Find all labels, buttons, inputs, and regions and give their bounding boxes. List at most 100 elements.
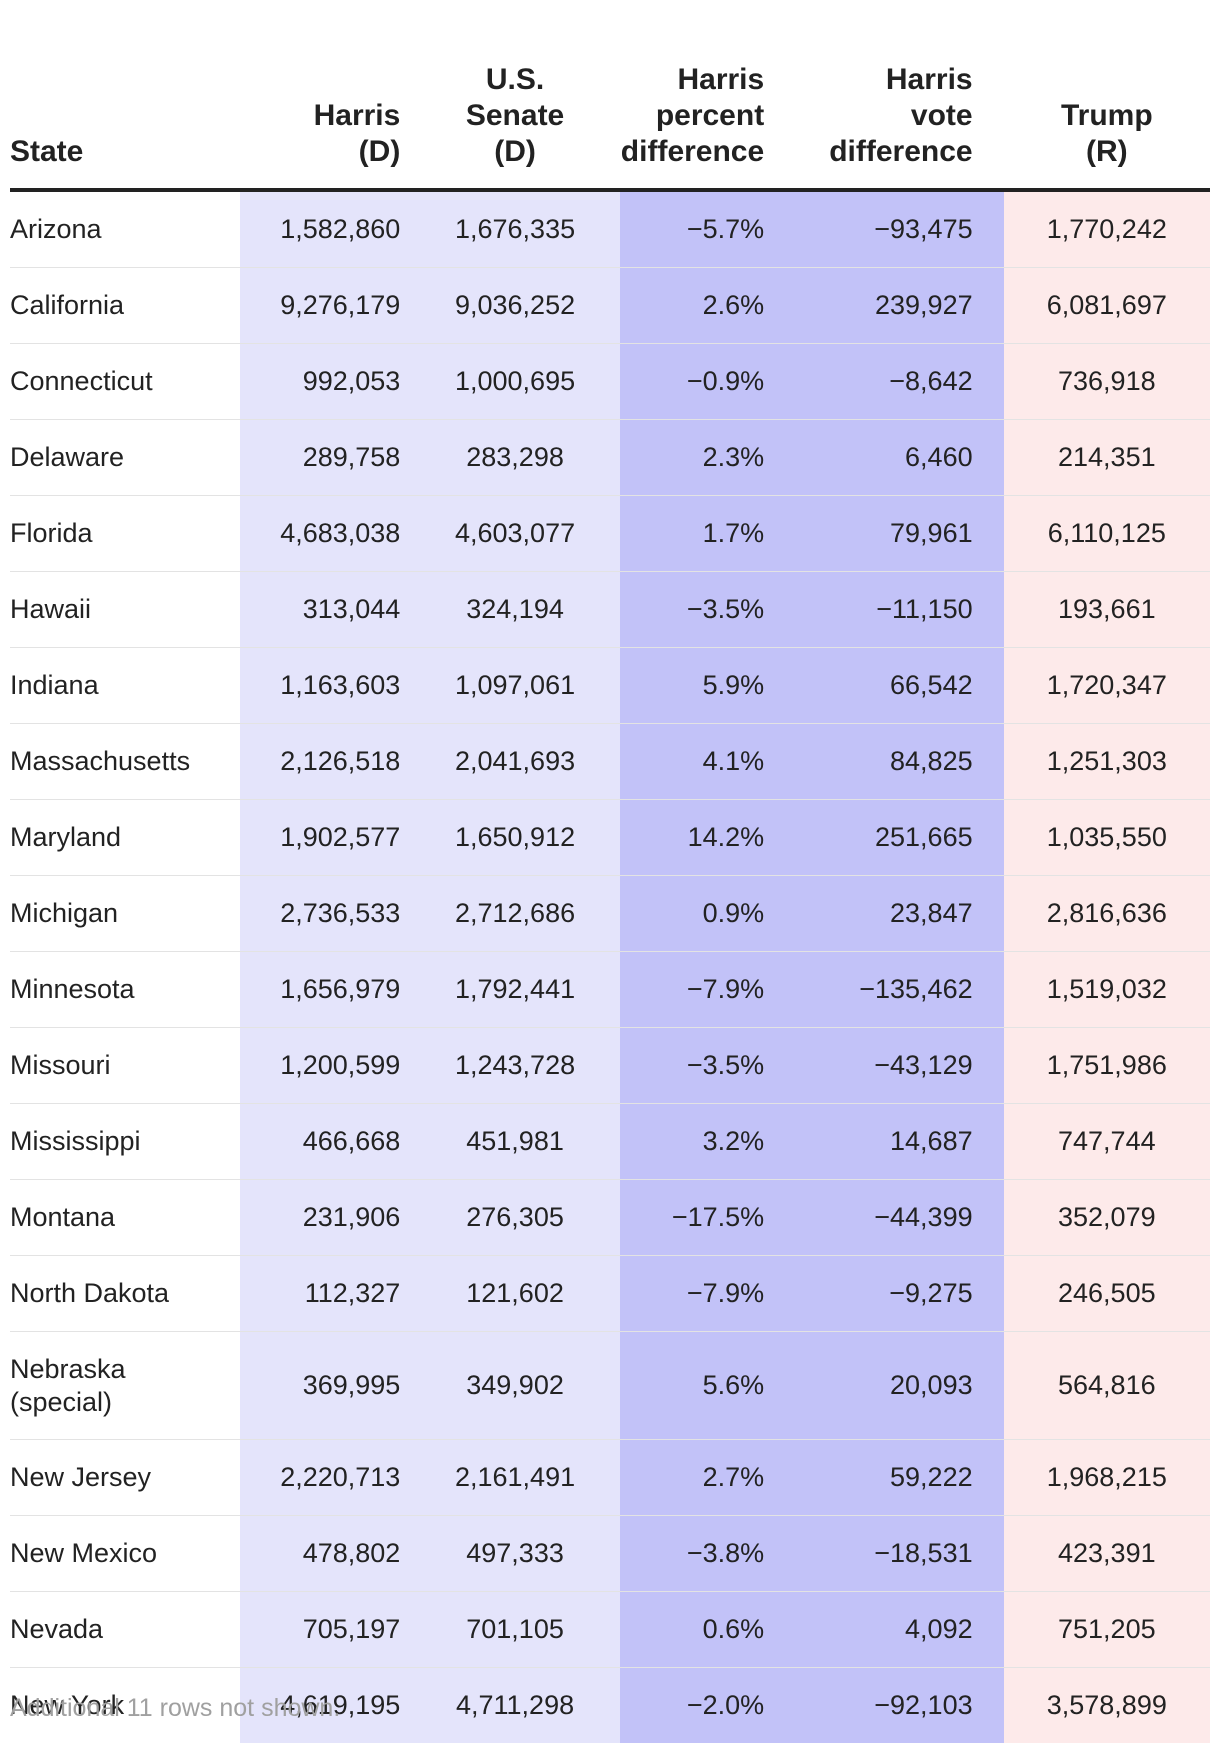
cell-pct: −0.9% bbox=[619, 343, 796, 420]
cell-trump: 6,081,697 bbox=[1003, 267, 1210, 344]
column-header-label-line: State bbox=[10, 135, 84, 168]
cell-harris: 992,053 bbox=[240, 343, 411, 420]
cell-trump: 564,816 bbox=[1003, 1331, 1210, 1440]
column-header-vote: Harris vote difference bbox=[795, 0, 1004, 192]
cell-state: Maryland bbox=[10, 799, 241, 876]
cell-state: Hawaii bbox=[10, 571, 241, 648]
column-header-pct: Harris percent difference bbox=[619, 0, 796, 192]
cell-state: Massachusetts bbox=[10, 723, 241, 800]
cell-state: California bbox=[10, 267, 241, 344]
cell-vote: 84,825 bbox=[795, 723, 1004, 800]
cell-trump: 747,744 bbox=[1003, 1103, 1210, 1180]
cell-state: Missouri bbox=[10, 1027, 241, 1104]
cell-senate: 1,000,695 bbox=[410, 343, 620, 420]
footnote: Additional 11 rows not shown. bbox=[10, 1694, 341, 1722]
cell-trump: 1,770,242 bbox=[1003, 190, 1210, 268]
state-name-line: Connecticut bbox=[10, 366, 153, 396]
column-header-state: State bbox=[10, 0, 241, 192]
table-row: Massachusetts 2,126,518 2,041,693 4.1% 84,82… bbox=[10, 723, 1210, 800]
column-header-label-line: Harris bbox=[885, 63, 973, 96]
cell-pct: −2.0% bbox=[619, 1667, 796, 1743]
column-header-label-line: vote bbox=[910, 99, 973, 132]
cell-vote: −11,150 bbox=[795, 571, 1004, 648]
cell-senate: 283,298 bbox=[410, 419, 620, 496]
cell-state: Nevada bbox=[10, 1591, 241, 1668]
column-header-senate: U.S. Senate (D) bbox=[410, 0, 620, 192]
header-row: State Harris (D) U.S. Senate (D) Harris percent… bbox=[10, 0, 1210, 192]
cell-trump: 6,110,125 bbox=[1003, 495, 1210, 572]
state-name-line: Nevada bbox=[10, 1614, 104, 1644]
cell-state: Arizona bbox=[10, 190, 241, 268]
table-row: Indiana 1,163,603 1,097,061 5.9% 66,542 1,720… bbox=[10, 647, 1210, 724]
cell-state: Minnesota bbox=[10, 951, 241, 1028]
table-row: Missouri 1,200,599 1,243,728 −3.5% −43,129 1,… bbox=[10, 1027, 1210, 1104]
cell-state: Montana bbox=[10, 1179, 241, 1256]
cell-vote: −8,642 bbox=[795, 343, 1004, 420]
state-name-line: Montana bbox=[10, 1202, 116, 1232]
cell-pct: 0.6% bbox=[619, 1591, 796, 1668]
state-name-line: New Mexico bbox=[10, 1538, 158, 1568]
cell-pct: 1.7% bbox=[619, 495, 796, 572]
cell-vote: −93,475 bbox=[795, 190, 1004, 268]
cell-trump: 1,035,550 bbox=[1003, 799, 1210, 876]
cell-trump: 1,519,032 bbox=[1003, 951, 1210, 1028]
cell-harris: 313,044 bbox=[240, 571, 411, 648]
cell-harris: 1,656,979 bbox=[240, 951, 411, 1028]
cell-harris: 1,200,599 bbox=[240, 1027, 411, 1104]
state-name-line: Arizona bbox=[10, 214, 102, 244]
cell-senate: 2,712,686 bbox=[410, 875, 620, 952]
cell-senate: 349,902 bbox=[410, 1331, 620, 1440]
state-name-line: Missouri bbox=[10, 1050, 111, 1080]
cell-harris: 112,327 bbox=[240, 1255, 411, 1332]
cell-pct: 4.1% bbox=[619, 723, 796, 800]
cell-pct: 3.2% bbox=[619, 1103, 796, 1180]
cell-senate: 1,676,335 bbox=[410, 190, 620, 268]
cell-harris: 705,197 bbox=[240, 1591, 411, 1668]
cell-senate: 1,792,441 bbox=[410, 951, 620, 1028]
cell-senate: 276,305 bbox=[410, 1179, 620, 1256]
cell-senate: 4,603,077 bbox=[410, 495, 620, 572]
column-header-label-line: Senate bbox=[465, 99, 565, 132]
cell-senate: 1,650,912 bbox=[410, 799, 620, 876]
state-name-line: Hawaii bbox=[10, 594, 92, 624]
table-row: Arizona 1,582,860 1,676,335 −5.7% −93,475 1,7… bbox=[10, 190, 1210, 268]
cell-trump: 751,205 bbox=[1003, 1591, 1210, 1668]
cell-harris: 1,582,860 bbox=[240, 190, 411, 268]
state-name-line: Maryland bbox=[10, 822, 122, 852]
cell-vote: −18,531 bbox=[795, 1515, 1004, 1592]
cell-state: New Jersey bbox=[10, 1439, 241, 1516]
cell-trump: 1,751,986 bbox=[1003, 1027, 1210, 1104]
table-row: Nevada 705,197 701,105 0.6% 4,092 751,205 bbox=[10, 1591, 1210, 1668]
cell-trump: 193,661 bbox=[1003, 571, 1210, 648]
cell-vote: 4,092 bbox=[795, 1591, 1004, 1668]
state-name-line: (special) bbox=[10, 1386, 113, 1417]
state-name-line: Indiana bbox=[10, 670, 99, 700]
cell-pct: 2.7% bbox=[619, 1439, 796, 1516]
cell-pct: −3.5% bbox=[619, 1027, 796, 1104]
cell-vote: −9,275 bbox=[795, 1255, 1004, 1332]
cell-pct: −17.5% bbox=[619, 1179, 796, 1256]
cell-trump: 1,720,347 bbox=[1003, 647, 1210, 724]
cell-pct: 2.3% bbox=[619, 419, 796, 496]
table-row: Nebraska (special) 369,995 349,902 5.6% 20,09… bbox=[10, 1331, 1210, 1440]
state-name-line: Mississippi bbox=[10, 1126, 141, 1156]
cell-trump: 736,918 bbox=[1003, 343, 1210, 420]
column-header-label-line: difference bbox=[620, 135, 765, 168]
cell-state: Connecticut bbox=[10, 343, 241, 420]
cell-senate: 9,036,252 bbox=[410, 267, 620, 344]
cell-harris: 2,126,518 bbox=[240, 723, 411, 800]
cell-pct: −3.5% bbox=[619, 571, 796, 648]
cell-harris: 2,736,533 bbox=[240, 875, 411, 952]
table-row: Michigan 2,736,533 2,712,686 0.9% 23,847 2,81… bbox=[10, 875, 1210, 952]
cell-harris: 9,276,179 bbox=[240, 267, 411, 344]
cell-vote: 251,665 bbox=[795, 799, 1004, 876]
cell-pct: 5.9% bbox=[619, 647, 796, 724]
cell-pct: −3.8% bbox=[619, 1515, 796, 1592]
cell-trump: 214,351 bbox=[1003, 419, 1210, 496]
state-name-line: Delaware bbox=[10, 442, 125, 472]
cell-vote: 79,961 bbox=[795, 495, 1004, 572]
state-name-line: Florida bbox=[10, 518, 93, 548]
cell-pct: 14.2% bbox=[619, 799, 796, 876]
cell-vote: 20,093 bbox=[795, 1331, 1004, 1440]
cell-trump: 3,578,899 bbox=[1003, 1667, 1210, 1743]
